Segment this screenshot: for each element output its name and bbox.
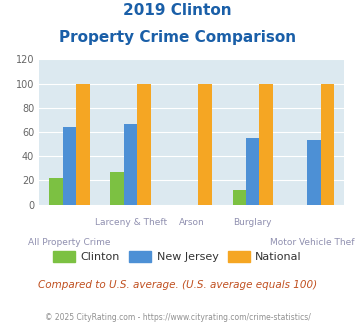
Bar <box>198 83 212 205</box>
Text: All Property Crime: All Property Crime <box>28 238 111 247</box>
Legend: Clinton, New Jersey, National: Clinton, New Jersey, National <box>49 247 306 267</box>
Text: Compared to U.S. average. (U.S. average equals 100): Compared to U.S. average. (U.S. average … <box>38 280 317 290</box>
Text: 2019 Clinton: 2019 Clinton <box>123 3 232 18</box>
Bar <box>137 83 151 205</box>
Bar <box>124 123 137 205</box>
Bar <box>110 172 124 205</box>
Bar <box>63 127 76 205</box>
Text: Arson: Arson <box>179 218 204 227</box>
Text: Property Crime Comparison: Property Crime Comparison <box>59 30 296 45</box>
Bar <box>321 83 334 205</box>
Text: Larceny & Theft: Larceny & Theft <box>94 218 167 227</box>
Text: Burglary: Burglary <box>234 218 272 227</box>
Bar <box>49 178 63 205</box>
Bar <box>246 138 260 205</box>
Bar <box>307 141 321 205</box>
Text: © 2025 CityRating.com - https://www.cityrating.com/crime-statistics/: © 2025 CityRating.com - https://www.city… <box>45 314 310 322</box>
Bar <box>233 190 246 205</box>
Bar <box>260 83 273 205</box>
Text: Motor Vehicle Theft: Motor Vehicle Theft <box>270 238 355 247</box>
Bar <box>76 83 90 205</box>
